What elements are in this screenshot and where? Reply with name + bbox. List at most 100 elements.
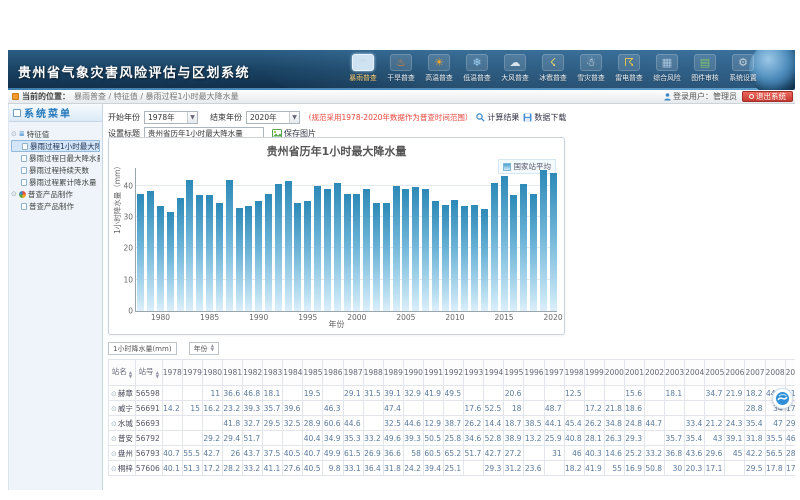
nav-item-lightning[interactable]: ☈ 雷电普查 bbox=[612, 54, 646, 83]
x-tick-label: 1990 bbox=[249, 313, 269, 322]
table-row: ⊙盘州 56793 40.7 55.5 42.7 26 43.7 37.5 40.5 40.7 49… bbox=[108, 445, 795, 461]
bar-1983 bbox=[186, 179, 194, 311]
value-cell bbox=[463, 460, 485, 476]
col-header-year: 1992 bbox=[443, 359, 465, 386]
col-header-year: 1997 bbox=[543, 359, 565, 386]
nav-item-snow[interactable]: ☃ 雪灾普查 bbox=[574, 54, 608, 83]
sort-icons[interactable]: ▲ ▼ bbox=[210, 344, 215, 353]
col-header-station[interactable]: 站名 ▲ ▼ bbox=[108, 359, 136, 386]
col-header-year: 1978 bbox=[161, 359, 183, 386]
value-cell: 28.1 bbox=[583, 430, 605, 446]
station-name-cell[interactable]: ⊙盘州 bbox=[108, 445, 136, 461]
bar-1980 bbox=[157, 206, 165, 311]
tree-toggle-icon[interactable]: ⊙ bbox=[11, 190, 17, 198]
value-cell: 44.6 bbox=[402, 415, 424, 431]
chart-title-input[interactable] bbox=[144, 127, 264, 140]
bar-1993 bbox=[284, 181, 292, 311]
sidebar-item-label: 特征值 bbox=[26, 129, 50, 139]
sidebar-item[interactable]: 暴雨过程1小时最大降水量 bbox=[11, 140, 100, 152]
sort-icons[interactable]: ▲ ▼ bbox=[155, 371, 160, 380]
tree-toggle-icon[interactable]: ⊙ bbox=[11, 130, 17, 138]
value-cell: 24.3 bbox=[724, 415, 746, 431]
nav-item-risk[interactable]: ▦ 综合风险 bbox=[650, 54, 684, 83]
x-tick-label: 1995 bbox=[298, 313, 318, 322]
x-tick-label: 2010 bbox=[445, 313, 465, 322]
sidebar-tree: ⊙≣特征值暴雨过程1小时最大降水量暴雨过程日最大降水量暴雨过程持续天数暴雨过程累… bbox=[9, 122, 102, 218]
bar-2011 bbox=[461, 206, 469, 311]
radio-icon[interactable]: ⊙ bbox=[111, 404, 117, 413]
col-header-id[interactable]: 站号 ▲ ▼ bbox=[134, 359, 163, 386]
sidebar-item[interactable]: ⊙ 普查产品制作 bbox=[11, 188, 100, 200]
nav-item-hail[interactable]: ☇ 冰雹普查 bbox=[536, 54, 570, 83]
value-cell bbox=[362, 415, 384, 431]
nav-item-wind[interactable]: ☁ 大风普查 bbox=[498, 54, 532, 83]
value-cell: 33.2 bbox=[242, 460, 264, 476]
bar-2002 bbox=[372, 203, 380, 311]
breadcrumb-bar: 当前的位置： 暴雨普查 / 特征值 / 暴雨过程1小时最大降水量 登录用户：管理… bbox=[8, 90, 795, 104]
doc-icon bbox=[21, 202, 27, 210]
station-name-cell[interactable]: ⊙威宁 bbox=[108, 400, 136, 416]
radio-icon[interactable]: ⊙ bbox=[111, 434, 117, 443]
station-name-cell[interactable]: ⊙普安 bbox=[108, 430, 136, 446]
value-cell: 56.5 bbox=[764, 445, 786, 461]
nav-item-heat[interactable]: ☀ 高温普查 bbox=[422, 54, 456, 83]
value-cell bbox=[422, 400, 445, 416]
sidebar-item[interactable]: 暴雨过程日最大降水量 bbox=[11, 152, 100, 164]
bar-2019 bbox=[539, 170, 547, 311]
radio-icon[interactable]: ⊙ bbox=[111, 419, 117, 428]
sidebar-item[interactable]: 普查产品制作 bbox=[11, 200, 100, 212]
data-table-wrap[interactable]: 站名 ▲ ▼ 站号 ▲ ▼ 1978 1979 1980 1981 1982 1983 1984 1985… bbox=[108, 359, 795, 481]
filter-chip[interactable]: 年份 ▲ ▼ bbox=[188, 342, 220, 355]
sidebar: 系统菜单 ⊙≣特征值暴雨过程1小时最大降水量暴雨过程日最大降水量暴雨过程持续天数… bbox=[8, 104, 103, 490]
value-cell: 36.6 bbox=[222, 385, 244, 401]
station-name-cell[interactable]: ⊙桐梓 bbox=[108, 460, 136, 476]
nav-item-cold[interactable]: ❄ 低温普查 bbox=[460, 54, 494, 83]
start-year-select[interactable]: 1978年 ▼ bbox=[144, 111, 198, 124]
nav-item-map[interactable]: ▤ 图件审核 bbox=[688, 54, 722, 83]
end-year-select[interactable]: 2020年 ▼ bbox=[246, 111, 300, 124]
breadcrumb[interactable]: 暴雨普查 / 特征值 / 暴雨过程1小时最大降水量 bbox=[74, 92, 239, 101]
col-header-year: 1984 bbox=[282, 359, 304, 386]
bar-2016 bbox=[510, 195, 518, 311]
sidebar-item[interactable]: ⊙ ≣ 特征值 bbox=[11, 128, 100, 140]
bar-2000 bbox=[353, 193, 361, 311]
value-cell: 33.1 bbox=[342, 460, 364, 476]
calc-result-button[interactable]: 计算结果 bbox=[476, 112, 519, 123]
value-cell: 25.2 bbox=[623, 445, 645, 461]
sidebar-item[interactable]: 暴雨过程累计降水量 bbox=[11, 176, 100, 188]
globe-image bbox=[749, 50, 795, 90]
data-download-button[interactable]: 数据下载 bbox=[523, 112, 566, 123]
main-nav: ☂ 暴雨普查 ♨ 干旱普查 ☀ 高温普查 ❄ 低温普查 ☁ 大风普查 ☇ 冰雹普查 ☃ 雪灾普查 ☈ 雷电普查… bbox=[346, 54, 760, 83]
logout-button[interactable]: 退出系统 bbox=[742, 91, 793, 102]
sidebar-item-label: 暴雨过程累计降水量 bbox=[29, 177, 97, 187]
station-name-cell[interactable]: ⊙水城 bbox=[108, 415, 136, 431]
value-cell: 25.9 bbox=[543, 430, 565, 446]
station-name-cell[interactable]: ⊙赫章 bbox=[108, 385, 136, 401]
time-range-note: （规范采用1978-2020年数据作为普查时间范围） bbox=[304, 113, 473, 122]
value-cell bbox=[262, 430, 284, 446]
value-cell: 46.3 bbox=[322, 400, 344, 416]
col-header-year: 1979 bbox=[181, 359, 203, 386]
sort-icons[interactable]: ▲ ▼ bbox=[128, 371, 133, 380]
value-cell: 14.4 bbox=[483, 415, 505, 431]
nav-item-drought[interactable]: ♨ 干旱普查 bbox=[384, 54, 418, 83]
value-cell: 31.2 bbox=[503, 460, 525, 476]
nav-item-settings[interactable]: ⚙ 系统设置 bbox=[726, 54, 760, 83]
radio-icon[interactable]: ⊙ bbox=[111, 464, 117, 473]
filter-chip[interactable]: 1小时降水量(mm) bbox=[108, 342, 177, 355]
value-cell bbox=[523, 385, 545, 401]
bar-2009 bbox=[441, 204, 449, 311]
value-cell: 43.7 bbox=[242, 445, 264, 461]
value-cell: 12.5 bbox=[563, 385, 585, 401]
value-cell bbox=[342, 400, 364, 416]
value-cell: 42.7 bbox=[201, 445, 224, 461]
radio-icon[interactable]: ⊙ bbox=[111, 389, 117, 398]
bar-1979 bbox=[147, 190, 155, 311]
sidebar-item[interactable]: 暴雨过程持续天数 bbox=[11, 164, 100, 176]
nav-item-rain[interactable]: ☂ 暴雨普查 bbox=[346, 54, 380, 83]
value-cell: 52.5 bbox=[483, 400, 505, 416]
value-cell bbox=[704, 400, 726, 416]
bar-2014 bbox=[490, 182, 498, 311]
floating-action-button[interactable] bbox=[772, 388, 793, 409]
radio-icon[interactable]: ⊙ bbox=[111, 449, 117, 458]
